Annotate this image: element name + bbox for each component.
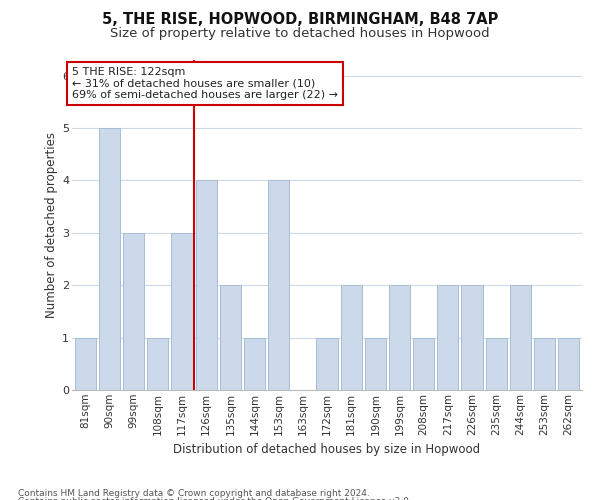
- Bar: [437, 285, 458, 390]
- Bar: [389, 285, 410, 390]
- Text: Contains HM Land Registry data © Crown copyright and database right 2024.: Contains HM Land Registry data © Crown c…: [18, 488, 370, 498]
- Bar: [534, 338, 555, 390]
- Bar: [220, 285, 241, 390]
- Bar: [244, 338, 265, 390]
- Bar: [123, 233, 144, 390]
- Bar: [172, 233, 193, 390]
- Text: 5, THE RISE, HOPWOOD, BIRMINGHAM, B48 7AP: 5, THE RISE, HOPWOOD, BIRMINGHAM, B48 7A…: [102, 12, 498, 28]
- Bar: [341, 285, 362, 390]
- Bar: [558, 338, 580, 390]
- Y-axis label: Number of detached properties: Number of detached properties: [45, 132, 58, 318]
- Bar: [99, 128, 120, 390]
- Bar: [316, 338, 338, 390]
- Bar: [510, 285, 531, 390]
- Bar: [196, 180, 217, 390]
- Text: 5 THE RISE: 122sqm
← 31% of detached houses are smaller (10)
69% of semi-detache: 5 THE RISE: 122sqm ← 31% of detached hou…: [72, 66, 338, 100]
- Bar: [147, 338, 169, 390]
- Text: Size of property relative to detached houses in Hopwood: Size of property relative to detached ho…: [110, 28, 490, 40]
- X-axis label: Distribution of detached houses by size in Hopwood: Distribution of detached houses by size …: [173, 443, 481, 456]
- Bar: [74, 338, 96, 390]
- Bar: [365, 338, 386, 390]
- Bar: [413, 338, 434, 390]
- Text: Contains public sector information licensed under the Open Government Licence v3: Contains public sector information licen…: [18, 498, 412, 500]
- Bar: [268, 180, 289, 390]
- Bar: [485, 338, 507, 390]
- Bar: [461, 285, 482, 390]
